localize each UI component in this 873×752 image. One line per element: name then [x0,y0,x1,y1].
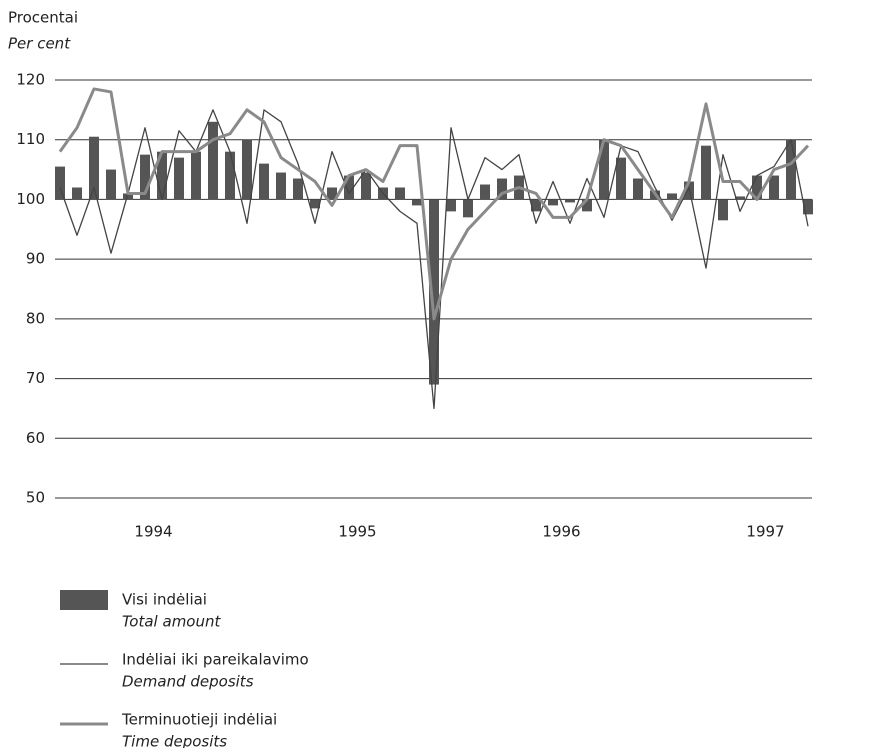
bar [395,187,405,200]
bar [752,175,762,200]
x-group-label: 1996 [542,523,580,541]
bar [582,199,592,212]
bar [361,172,371,200]
bar [174,157,184,200]
bar [786,139,796,200]
legend-label-en: Time deposits [122,733,227,749]
y-tick-label: 110 [16,130,45,148]
x-group-label: 1997 [746,523,784,541]
bar [242,139,252,200]
bar [463,199,473,218]
bar [225,151,235,200]
bar [310,199,320,209]
bar [480,184,490,200]
bar [106,169,116,200]
bar [55,166,65,200]
bar [769,175,779,200]
bar [667,193,677,200]
bar [565,199,575,203]
bar [718,199,728,221]
legend-label-en: Total amount [122,613,221,631]
x-group-label: 1995 [338,523,376,541]
bar [293,178,303,200]
y-tick-label: 100 [16,190,45,208]
bar [123,193,133,200]
bar [633,178,643,200]
bar [412,199,422,206]
y-axis-label-en: Per cent [8,35,71,53]
bar [531,199,541,212]
y-axis-label: Procentai [8,9,78,27]
bar [89,136,99,200]
y-tick-label: 70 [26,369,45,387]
y-tick-label: 80 [26,309,45,327]
bar [616,157,626,200]
bar [327,187,337,200]
line [59,109,809,410]
bar [157,151,167,200]
line [58,87,810,321]
y-tick-label: 120 [16,71,45,89]
bar [276,172,286,200]
legend-label: Visi indėliai [122,591,207,609]
bar [72,187,82,200]
legend-label: Indėliai iki pareikalavimo [122,651,309,669]
bar [599,139,609,200]
bar [259,163,269,200]
legend-label: Terminuotieji indėliai [121,711,277,729]
x-group-label: 1994 [134,523,172,541]
bar [497,178,507,200]
bar [140,154,150,200]
legend-swatch [60,590,108,610]
y-tick-label: 60 [26,429,45,447]
bar [701,145,711,200]
bar [208,121,218,200]
y-tick-label: 90 [26,250,45,268]
bar [344,175,354,200]
y-tick-label: 50 [26,489,45,507]
bar [803,199,813,215]
bar [191,151,201,200]
bar [446,199,456,212]
bar [735,196,745,200]
bar [429,199,439,385]
bar [548,199,558,206]
legend-label-en: Demand deposits [122,673,254,691]
